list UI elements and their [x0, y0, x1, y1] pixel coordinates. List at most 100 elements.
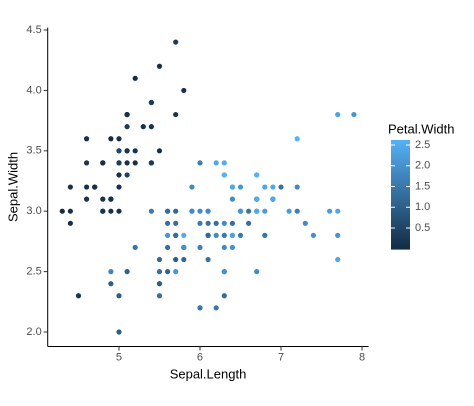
y-tick-label: 2.5 [26, 266, 41, 278]
point [205, 232, 211, 238]
point [108, 136, 114, 142]
y-tick-label: 4.0 [26, 84, 41, 96]
point [83, 160, 90, 166]
point [75, 293, 82, 299]
point [67, 220, 73, 226]
point [262, 232, 268, 238]
point [67, 208, 73, 214]
point [221, 293, 227, 299]
point [116, 329, 122, 335]
point [100, 208, 106, 214]
point [164, 220, 171, 226]
point [59, 208, 65, 214]
legend-title: Petal.Width [388, 121, 454, 136]
colorbar-label: 2.0 [415, 160, 430, 172]
point [116, 184, 122, 190]
point [83, 136, 90, 142]
point [197, 220, 203, 226]
point [237, 184, 244, 190]
point [246, 208, 252, 214]
point [108, 281, 114, 287]
point [173, 269, 179, 275]
point [335, 208, 341, 214]
point [164, 208, 171, 214]
point [116, 172, 122, 178]
point [229, 184, 236, 190]
point [173, 208, 179, 214]
point [254, 196, 260, 202]
point [189, 184, 195, 190]
point [221, 244, 227, 251]
point [181, 256, 187, 263]
point [173, 39, 179, 45]
point [221, 220, 227, 226]
point [148, 99, 154, 106]
point [181, 232, 187, 238]
y-tick-label: 3.0 [26, 205, 41, 217]
point [229, 244, 236, 251]
point [124, 160, 130, 166]
point [108, 208, 114, 214]
point [262, 208, 268, 214]
point [100, 160, 106, 166]
point [100, 196, 106, 202]
colorbar-label: 1.0 [415, 201, 430, 213]
point [221, 160, 227, 166]
point [156, 148, 163, 154]
point [156, 269, 163, 275]
point [205, 208, 211, 214]
point [124, 124, 130, 130]
point [116, 136, 122, 142]
point [148, 208, 154, 214]
colorbar-label: 1.5 [415, 180, 430, 192]
point [254, 172, 260, 178]
colorbar [391, 140, 410, 250]
point [124, 148, 130, 154]
point [221, 232, 227, 238]
point [197, 244, 203, 251]
point [335, 111, 341, 118]
point [237, 208, 244, 214]
point [108, 269, 114, 275]
y-tick-label: 4.5 [26, 24, 41, 36]
point [335, 256, 341, 263]
point [156, 256, 163, 263]
point [254, 208, 260, 214]
point [67, 184, 73, 190]
point [205, 256, 211, 263]
point [270, 184, 276, 190]
point [278, 184, 284, 190]
y-tick-label: 3.5 [26, 145, 41, 157]
point [164, 232, 171, 238]
point [173, 256, 179, 263]
point [181, 244, 187, 251]
x-axis-label: Sepal.Length [170, 366, 247, 381]
point [197, 160, 203, 166]
point [173, 111, 179, 118]
point [229, 232, 236, 238]
point [294, 208, 300, 214]
point [116, 148, 122, 154]
point [286, 208, 292, 214]
point [83, 196, 90, 202]
point [213, 232, 219, 238]
point [156, 293, 163, 299]
point [156, 281, 163, 287]
point [351, 111, 357, 118]
point [302, 220, 308, 226]
point [124, 172, 130, 178]
x-tick-label: 7 [278, 351, 284, 363]
point [294, 184, 300, 190]
point [327, 208, 333, 214]
point [132, 244, 138, 251]
point [189, 208, 195, 214]
point [205, 220, 211, 226]
point [197, 208, 203, 214]
point [221, 269, 227, 275]
colorbar-label: 2.5 [415, 139, 430, 151]
point [213, 160, 219, 166]
colorbar-label: 0.5 [415, 222, 430, 234]
point [156, 63, 163, 69]
point [124, 111, 130, 118]
